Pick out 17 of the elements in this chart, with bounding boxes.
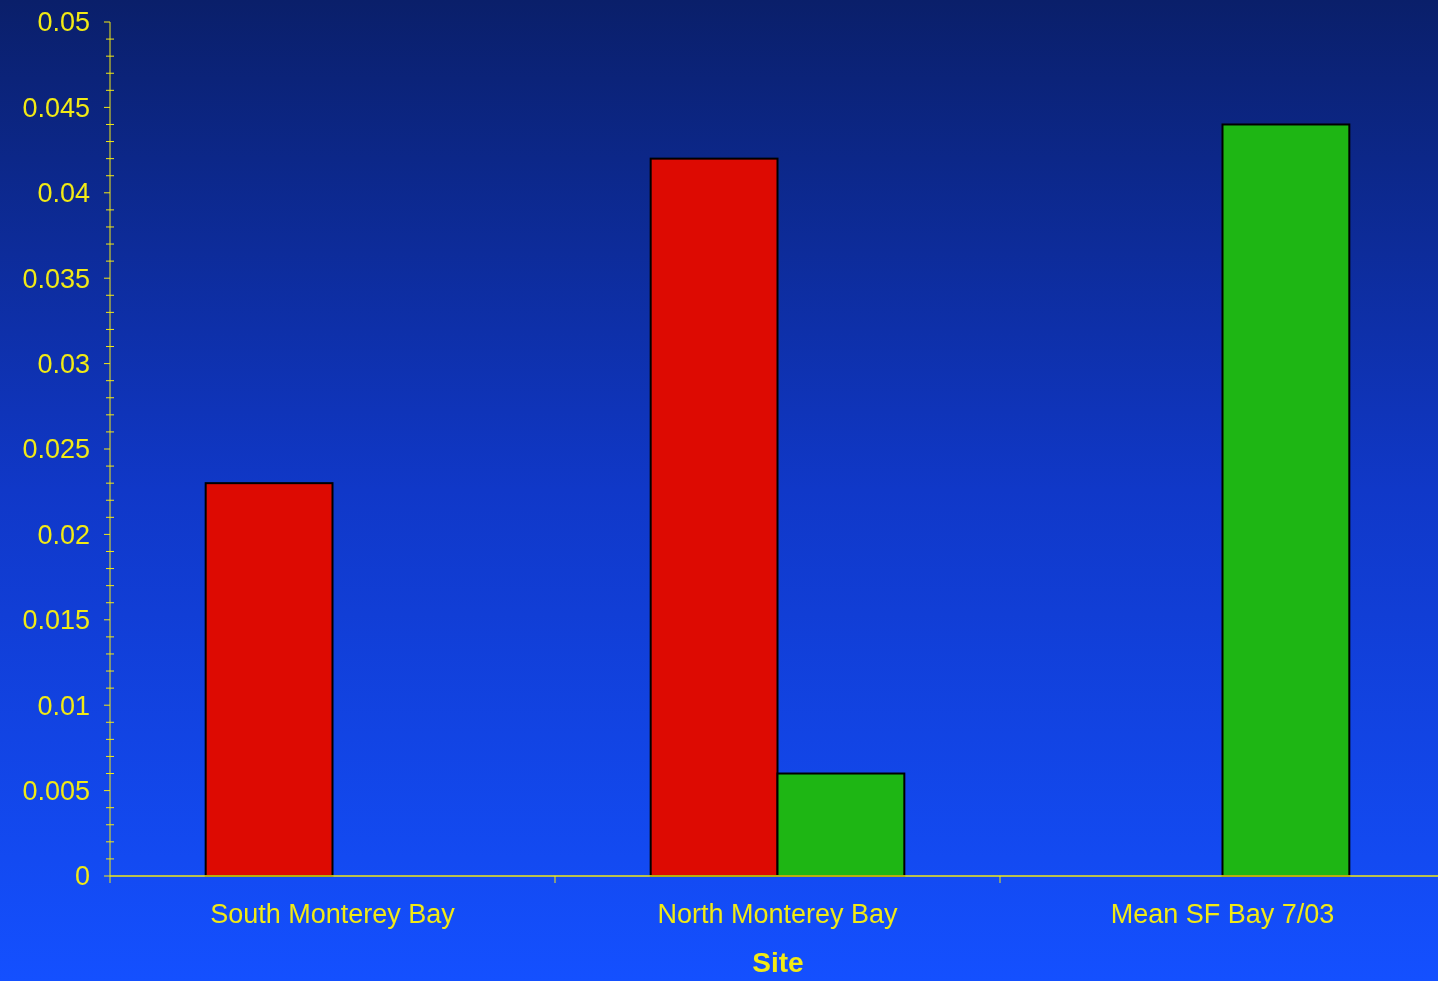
y-tick-label: 0.02 xyxy=(37,519,90,550)
x-tick-label: North Monterey Bay xyxy=(657,899,899,929)
y-tick-label: 0.015 xyxy=(22,605,90,636)
x-axis-title: Site xyxy=(752,947,804,978)
bar xyxy=(1221,123,1351,877)
x-tick-label: Mean SF Bay 7/03 xyxy=(1110,899,1335,929)
y-tick-label: 0.035 xyxy=(22,263,90,294)
y-tick-label: 0.01 xyxy=(37,690,90,721)
y-tick-label: 0.005 xyxy=(22,776,90,807)
y-tick-label: 0.04 xyxy=(37,178,90,209)
y-tick-label: 0.05 xyxy=(37,7,90,38)
x-tick-label: South Monterey Bay xyxy=(210,899,456,929)
y-tick-label: 0.03 xyxy=(37,349,90,380)
y-tick-label: 0.025 xyxy=(22,434,90,465)
bar xyxy=(204,482,334,877)
y-tick-label: 0.045 xyxy=(22,92,90,123)
y-tick-label: 0 xyxy=(74,861,90,892)
